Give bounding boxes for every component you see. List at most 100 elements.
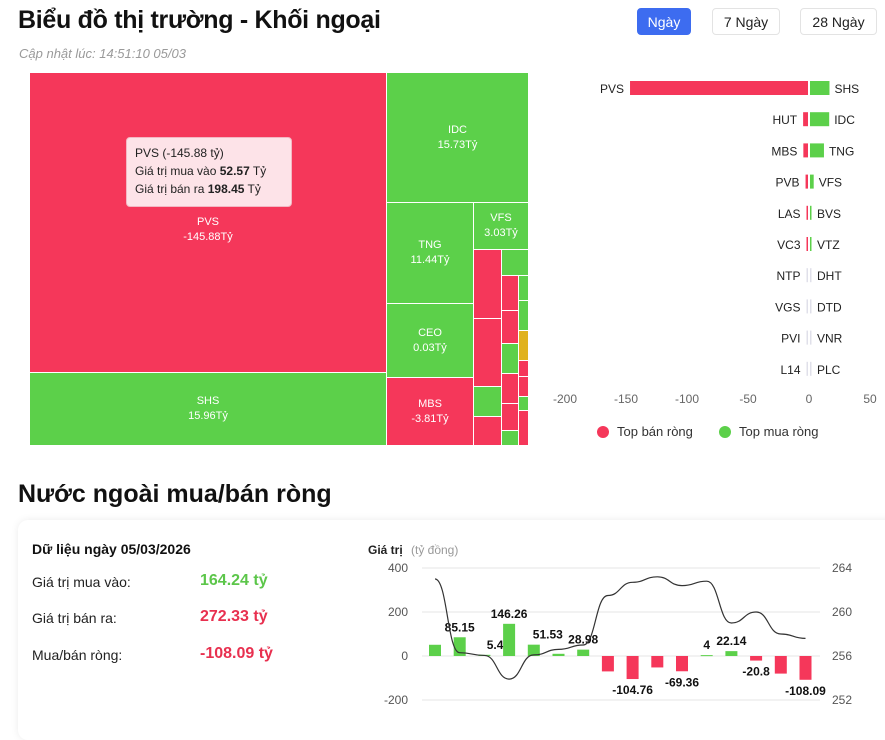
treemap-cell-pvs[interactable]: PVS -145.88Tỷ [29, 72, 387, 373]
treemap-cell-small[interactable] [473, 318, 502, 387]
treemap-cell-small[interactable] [501, 343, 519, 374]
y-tick-label: 400 [388, 561, 408, 575]
bar-value-label: 4 [703, 638, 710, 652]
treemap-cell-small[interactable] [501, 249, 529, 276]
treemap-cell-small[interactable] [518, 410, 529, 446]
bar-value-label: -108.09 [785, 684, 826, 698]
y-tick-label: 0 [401, 649, 408, 663]
summary-date: Dữ liệu ngày 05/03/2026 [32, 541, 191, 557]
buy-bar [810, 299, 812, 314]
net-bar [577, 649, 590, 656]
treemap-cell-small[interactable] [473, 416, 502, 446]
top-net-chart: PVS SHS HUT IDC MBS TNG PVB VFS LAS BVS VC3 VTZ NTP D… [553, 81, 877, 439]
net-bar [626, 656, 639, 680]
tab-7-days[interactable]: 7 Ngày [712, 8, 780, 35]
buy-label: IDC [834, 113, 855, 127]
sell-bar [806, 237, 808, 251]
bar-value-label: 51.53 [533, 628, 563, 642]
buy-bar [810, 174, 814, 189]
treemap-cell-small[interactable] [501, 373, 519, 404]
sell-label: Giá trị bán ra: [32, 610, 117, 626]
bar-value-label: 22.14 [716, 634, 746, 648]
sell-label: PVB [776, 176, 800, 190]
tab-28-days[interactable]: 28 Ngày [800, 8, 877, 35]
cell-value: 15.96Tỷ [188, 410, 228, 422]
tooltip-unit: Tỷ [252, 164, 267, 178]
tab-day[interactable]: Ngày [637, 8, 691, 35]
treemap-cell-small[interactable] [518, 275, 529, 301]
tooltip-buy-label: Giá trị mua vào [135, 164, 217, 178]
tooltip-sell-label: Giá trị bán ra [135, 182, 205, 196]
y-axis-unit: (tỷ đồng) [411, 543, 458, 557]
treemap-cell-small[interactable] [518, 360, 529, 377]
buy-label: DHT [817, 269, 842, 283]
buy-label: BVS [817, 207, 841, 221]
y-tick-label: -200 [384, 693, 408, 707]
cell-name: IDC [448, 123, 467, 136]
buy-label: Giá trị mua vào: [32, 574, 131, 590]
treemap-cell-small[interactable] [518, 330, 529, 361]
treemap-cell-small[interactable] [473, 386, 502, 417]
buy-bar [810, 205, 812, 220]
sell-label: VC3 [777, 238, 801, 252]
sell-bar [803, 112, 808, 127]
treemap-cell-ceo[interactable]: CEO 0.03Tỷ [386, 303, 474, 378]
bar-value-label: 146.26 [491, 607, 528, 621]
x-tick-label: -50 [739, 392, 757, 406]
net-bar [725, 651, 738, 656]
treemap-cell-small[interactable] [518, 300, 529, 331]
cell-name: VFS [490, 212, 512, 224]
treemap-cell-small[interactable] [473, 249, 502, 319]
x-tick-label: 50 [863, 392, 877, 406]
net-bar [429, 644, 441, 656]
treemap-cell-small[interactable] [501, 430, 519, 446]
y-tick-label: 200 [388, 605, 408, 619]
buy-bar [810, 361, 812, 376]
bar-value-label: -69.36 [665, 675, 699, 689]
buy-bar [810, 112, 830, 127]
treemap-cell-small[interactable] [501, 403, 519, 431]
y2-tick-label: 252 [832, 693, 852, 707]
tooltip-unit: Tỷ [247, 182, 261, 196]
sell-label: PVI [781, 332, 800, 346]
treemap-cell-small[interactable] [518, 396, 529, 411]
net-label: Mua/bán ròng: [32, 647, 123, 663]
treemap-cell-small[interactable] [501, 310, 519, 344]
treemap-cell-small[interactable] [501, 275, 519, 311]
sell-bar [806, 205, 808, 220]
sell-value: 272.33 tỷ [200, 608, 268, 625]
cell-value: 0.03Tỷ [413, 341, 447, 354]
index-line [434, 576, 806, 680]
sell-bar [806, 299, 808, 314]
sell-bar [630, 81, 808, 95]
buy-bar [810, 81, 830, 95]
buy-label: DTD [817, 300, 842, 314]
cell-value: -3.81Tỷ [411, 412, 449, 425]
net-bar [527, 644, 540, 656]
sell-bar [803, 143, 808, 158]
buy-bar [810, 268, 812, 283]
section-title: Nước ngoài mua/bán ròng [18, 480, 332, 508]
x-tick-label: 0 [806, 392, 813, 406]
net-bar [601, 656, 614, 672]
y2-tick-label: 256 [832, 649, 852, 663]
cell-name: TNG [418, 239, 442, 251]
treemap-cell-shs[interactable]: SHS 15.96Tỷ [29, 372, 387, 446]
y-axis-title: Giá trị [368, 543, 403, 557]
cell-name: CEO [418, 326, 442, 339]
treemap-cell-idc[interactable]: IDC 15.73Tỷ [386, 72, 529, 203]
net-value: -108.09 tỷ [200, 645, 273, 662]
cell-value: -145.88Tỷ [183, 230, 233, 243]
treemap-cell-tng[interactable]: TNG 11.44Tỷ [386, 202, 474, 304]
updated-time: Cập nhật lúc: 14:51:10 05/03 [19, 46, 186, 61]
sell-bar [806, 268, 808, 283]
buy-label: SHS [834, 82, 859, 96]
net-bar [651, 656, 664, 668]
treemap-cell-small[interactable] [518, 376, 529, 397]
tooltip-title: PVS (-145.88 tỷ) [135, 146, 224, 160]
treemap-cell-vfs[interactable]: VFS 3.03Tỷ [473, 202, 529, 250]
buy-label: PLC [817, 363, 841, 377]
buy-label: TNG [829, 144, 854, 158]
treemap-cell-mbs[interactable]: MBS -3.81Tỷ [386, 377, 474, 446]
net-bar [676, 656, 688, 672]
